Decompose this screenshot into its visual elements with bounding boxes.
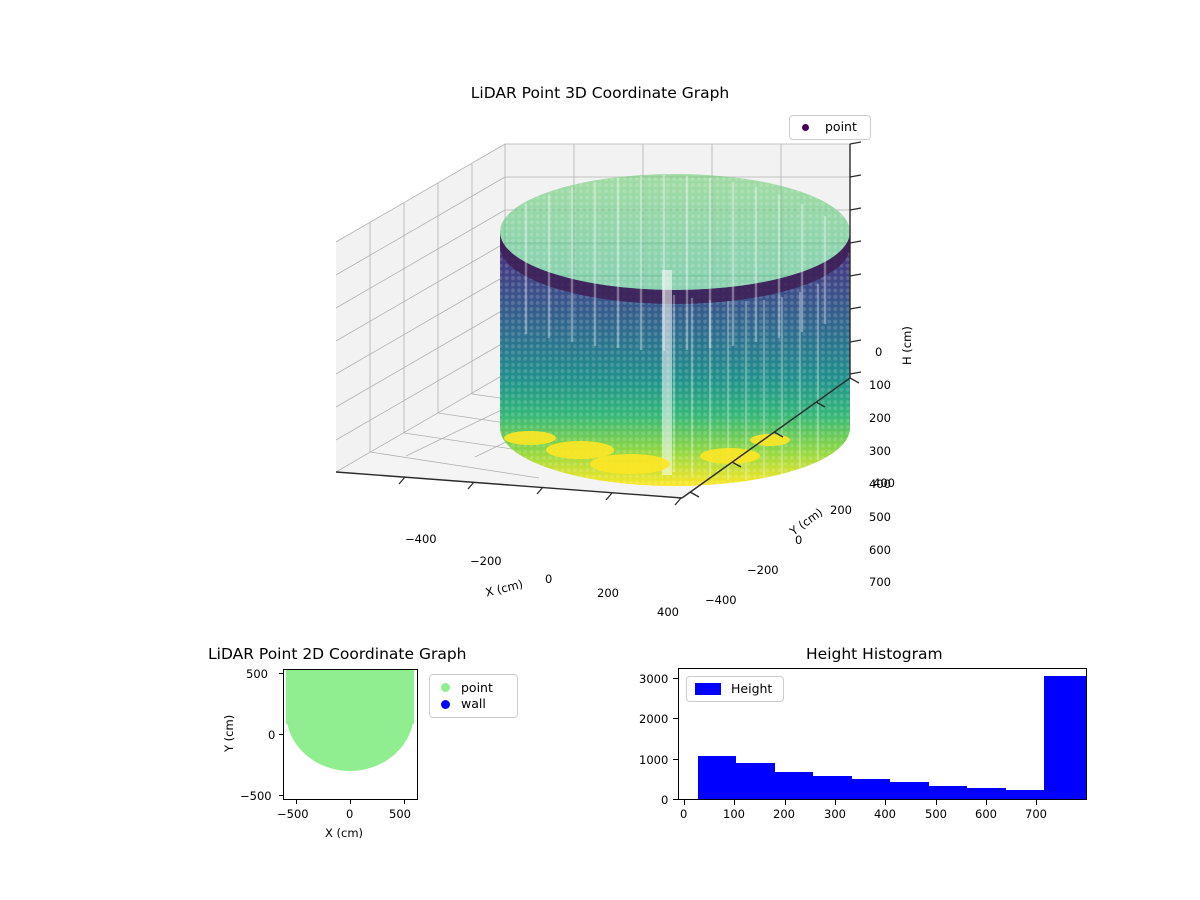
legend-item-height[interactable]: Height [693, 680, 777, 696]
tick-2d-y-0 [279, 734, 283, 736]
x-tick-hist-7: 700 [1025, 807, 1047, 821]
legend-item-wall-2d[interactable]: wall [438, 696, 509, 711]
legend-label-wall-2d: wall [461, 696, 486, 711]
pane-left [336, 144, 505, 472]
y-tick-4: 400 [873, 476, 895, 490]
y-tick-hist-1: 1000 [639, 753, 669, 767]
tick-2d-x-m500 [296, 800, 298, 804]
x-tick-hist-6: 600 [975, 807, 997, 821]
point-marker-icon [802, 124, 809, 131]
z-tick-1: 100 [869, 378, 891, 392]
page-title: LiDAR Point 3D Coordinate Graph [470, 84, 730, 102]
z-tick-4: 400 [869, 477, 891, 491]
y-tick-hist-2: 2000 [639, 712, 669, 726]
x-tick-2d-2: 500 [389, 807, 411, 821]
lidar-point-cloud [500, 174, 850, 486]
x-tick-hist-0: 0 [680, 807, 688, 821]
x-axis-label-2d: X (cm) [325, 826, 364, 840]
x-tick-hist-4: 400 [874, 807, 896, 821]
x-tick-2d-0: −500 [277, 807, 309, 821]
tick-2d-x-0 [350, 800, 352, 804]
y-tick-3: 200 [830, 503, 852, 517]
wall-marker-icon [441, 699, 450, 709]
x-tick-hist-3: 300 [824, 807, 846, 821]
hist-bar-8 [1005, 789, 1044, 799]
tick-hist-x-200 [785, 800, 787, 805]
x-tick-4: 400 [657, 605, 679, 619]
axis-spines [335, 144, 851, 499]
y-tickmarks [689, 377, 860, 498]
tick-hist-x-400 [885, 800, 887, 805]
tick-hist-y-2000 [673, 718, 678, 720]
z-tick-6: 600 [869, 543, 891, 557]
x-tick-2: 0 [545, 572, 553, 586]
tick-2d-y-500 [279, 673, 283, 675]
x-tick-1: −200 [470, 554, 502, 568]
z-tick-7: 700 [869, 575, 891, 589]
legend-3d[interactable]: point [789, 115, 871, 140]
hist-bar-9 [1044, 675, 1086, 799]
x-tick-2d-1: 0 [346, 807, 354, 821]
z-tick-2: 200 [869, 411, 891, 425]
z-tickmarks [849, 141, 862, 375]
tick-hist-y-1000 [673, 759, 678, 761]
y-tick-hist-0: 0 [661, 793, 669, 807]
legend-item-point-2d[interactable]: point [438, 679, 509, 695]
hist-bar-7 [967, 788, 1006, 799]
tick-2d-x-500 [404, 800, 406, 804]
legend-item-point[interactable]: point [798, 121, 862, 134]
legend-label-point-2d: point [461, 679, 493, 695]
legend-label-point: point [825, 119, 857, 135]
tick-hist-x-0 [684, 800, 686, 805]
y-axis-label-2d: Y (cm) [222, 714, 236, 752]
x-tick-hist-1: 100 [723, 807, 745, 821]
z-tick-0: 0 [875, 345, 883, 359]
tick-hist-y-0 [673, 799, 678, 801]
hist-bar-3 [813, 775, 852, 799]
y-tick-1: −200 [747, 563, 779, 577]
z-tick-3: 300 [869, 444, 891, 458]
x-tickmarks [398, 476, 682, 506]
tick-hist-x-100 [734, 800, 736, 805]
tick-2d-y-m500 [279, 795, 283, 797]
lidar-3d-axes[interactable]: 0 100 200 300 400 500 600 700 −400 −200 … [330, 120, 930, 640]
tick-hist-x-700 [1036, 800, 1038, 805]
y-tick-hist-3: 3000 [639, 672, 669, 686]
z-tick-5: 500 [869, 510, 891, 524]
y-tick-0: −400 [705, 593, 737, 607]
tick-hist-x-600 [986, 800, 988, 805]
hist-bar-0 [697, 756, 736, 799]
x-tick-hist-2: 200 [773, 807, 795, 821]
x-tick-0: −400 [405, 532, 437, 546]
hist-bar-6 [928, 786, 967, 799]
hist-bar-4 [851, 779, 890, 799]
hist-bar-1 [736, 763, 775, 799]
hist-bar-5 [890, 782, 929, 799]
legend-2d[interactable]: point wall [429, 674, 518, 718]
legend-hist[interactable]: Height [686, 676, 784, 702]
tick-hist-x-500 [936, 800, 938, 805]
tick-hist-x-300 [835, 800, 837, 805]
y-tick-2d-0: 500 [246, 667, 268, 681]
height-bar-swatch-icon [695, 683, 721, 695]
x-tick-hist-5: 500 [925, 807, 947, 821]
lidar-3d-canvas [335, 141, 862, 506]
tick-hist-y-3000 [673, 678, 678, 680]
hist-bar-2 [774, 772, 813, 799]
point-cloud-2d-fill [286, 670, 414, 724]
y-tick-2: 0 [795, 533, 803, 547]
y-tick-2d-2: −500 [240, 789, 272, 803]
title-hist: Height Histogram [806, 645, 943, 663]
z-axis-label-3d: H (cm) [900, 326, 914, 365]
y-tick-2d-1: 0 [268, 728, 276, 742]
lidar-2d-axes[interactable] [283, 669, 418, 800]
x-tick-3: 200 [597, 586, 619, 600]
title-2d: LiDAR Point 2D Coordinate Graph [208, 645, 467, 663]
point-marker-icon [441, 683, 450, 693]
legend-label-height: Height [731, 680, 773, 696]
